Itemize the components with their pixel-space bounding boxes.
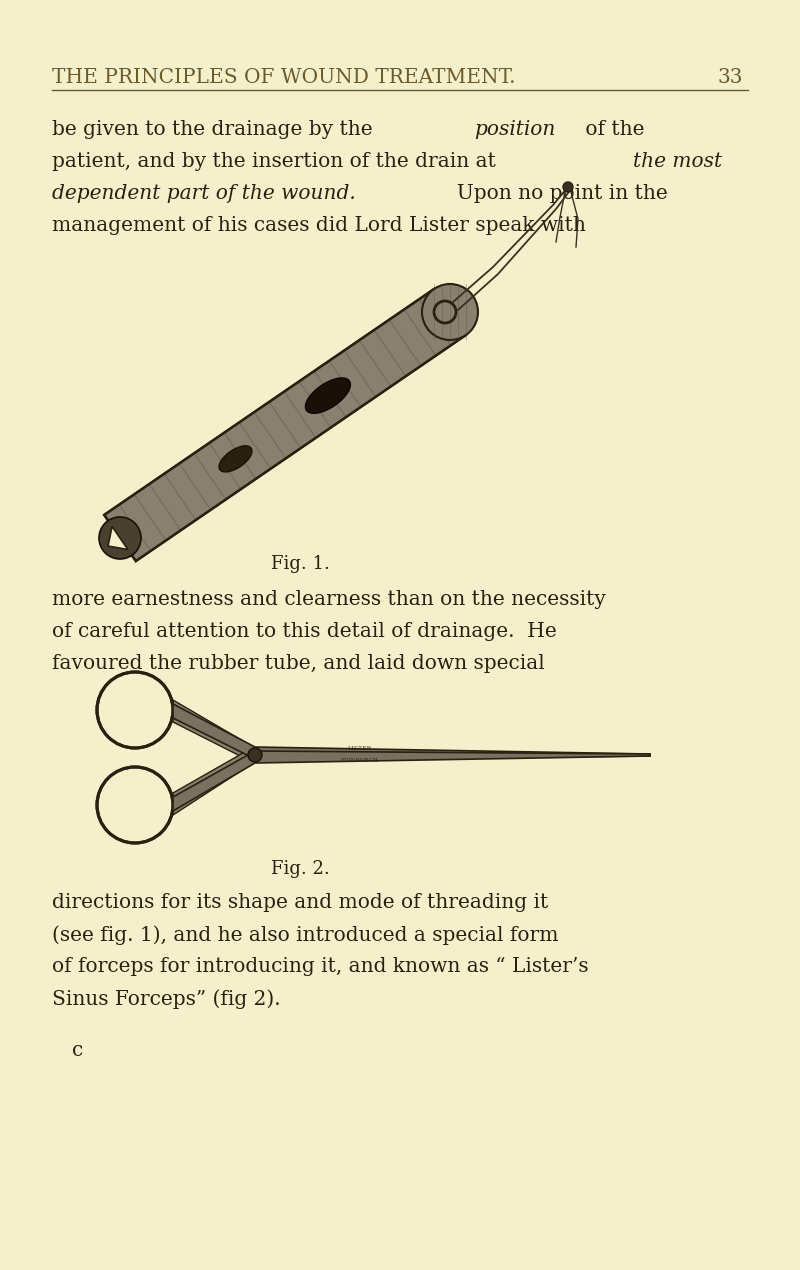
Text: the most: the most	[633, 152, 722, 171]
Text: management of his cases did Lord Lister speak with: management of his cases did Lord Lister …	[52, 216, 586, 235]
Polygon shape	[173, 704, 650, 759]
Ellipse shape	[107, 682, 163, 738]
Text: of forceps for introducing it, and known as “ Lister’s: of forceps for introducing it, and known…	[52, 958, 589, 977]
Text: 33: 33	[718, 69, 743, 88]
Text: of careful attention to this detail of drainage.  He: of careful attention to this detail of d…	[52, 622, 557, 641]
Text: patient, and by the insertion of the drain at: patient, and by the insertion of the dra…	[52, 152, 502, 171]
Text: Sinus Forceps” (fig 2).: Sinus Forceps” (fig 2).	[52, 989, 281, 1008]
Text: directions for its shape and mode of threading it: directions for its shape and mode of thr…	[52, 893, 548, 912]
Text: be given to the drainage by the: be given to the drainage by the	[52, 119, 379, 138]
Text: LISTER: LISTER	[348, 745, 372, 751]
Polygon shape	[104, 288, 466, 561]
Text: dependent part of the wound.: dependent part of the wound.	[52, 184, 356, 203]
Text: THE PRINCIPLES OF WOUND TREATMENT.: THE PRINCIPLES OF WOUND TREATMENT.	[52, 69, 515, 88]
Text: c: c	[72, 1041, 83, 1060]
Text: position: position	[474, 119, 555, 138]
Ellipse shape	[107, 777, 163, 833]
Ellipse shape	[563, 182, 573, 192]
Polygon shape	[108, 527, 128, 550]
Polygon shape	[173, 700, 250, 761]
Text: favoured the rubber tube, and laid down special: favoured the rubber tube, and laid down …	[52, 654, 545, 673]
Ellipse shape	[306, 378, 350, 413]
Polygon shape	[173, 749, 250, 815]
Ellipse shape	[422, 284, 478, 340]
Text: more earnestness and clearness than on the necessity: more earnestness and clearness than on t…	[52, 591, 606, 610]
Text: of the: of the	[579, 119, 645, 138]
Text: EDINBURGH: EDINBURGH	[341, 757, 379, 762]
Polygon shape	[173, 751, 650, 812]
Text: Upon no point in the: Upon no point in the	[444, 184, 668, 203]
Text: (see fig. 1), and he also introduced a special form: (see fig. 1), and he also introduced a s…	[52, 925, 558, 945]
Text: Fig. 2.: Fig. 2.	[270, 860, 330, 878]
Ellipse shape	[219, 446, 252, 472]
Ellipse shape	[99, 517, 141, 559]
Ellipse shape	[248, 748, 262, 762]
Text: Fig. 1.: Fig. 1.	[270, 555, 330, 573]
